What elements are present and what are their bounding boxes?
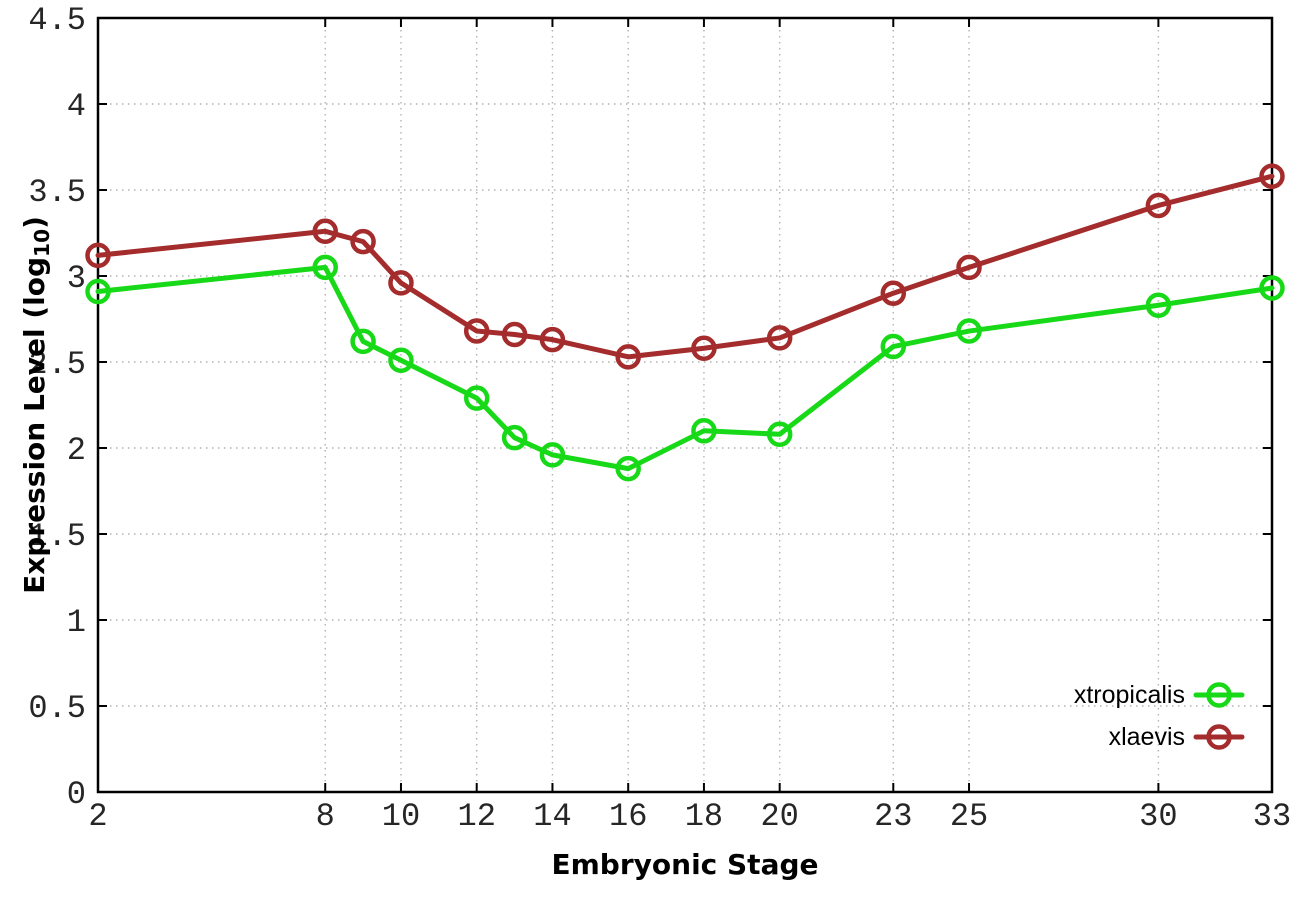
- x-tick-labels: 2 8 10 12 14 16 18 20 23 25 30 33: [88, 798, 1291, 835]
- y-tick-label: 0: [67, 776, 86, 813]
- y-tick-label: 2: [67, 432, 86, 469]
- data-point-xlaevis: [615, 344, 641, 370]
- x-tick-label: 12: [458, 798, 496, 835]
- y-tick-label: 3: [67, 260, 86, 297]
- data-point-xtropicalis: [691, 418, 717, 444]
- data-point-xtropicalis: [880, 333, 907, 360]
- data-point-xlaevis: [350, 228, 376, 255]
- data-point-xtropicalis: [1145, 292, 1172, 318]
- legend-marker-xtropicalis: [1193, 682, 1245, 708]
- data-point-xlaevis: [501, 321, 528, 348]
- series-xlaevis: [85, 163, 1285, 370]
- data-point-xtropicalis: [615, 455, 641, 482]
- legend-label-xtropicalis: xtropicalis: [1073, 680, 1185, 709]
- legend-item-xlaevis: xlaevis: [1074, 716, 1245, 758]
- data-point-xlaevis: [766, 325, 793, 351]
- y-tick-label: 0.5: [28, 690, 86, 727]
- data-point-xlaevis: [1259, 163, 1285, 189]
- data-point-xtropicalis: [956, 318, 982, 344]
- y-axis-title-text: Expression Level (log: [17, 256, 51, 594]
- x-tick-label: 18: [685, 798, 723, 835]
- x-tick-label: 23: [874, 798, 912, 835]
- y-tick-label: 1: [67, 604, 86, 641]
- x-axis-title: Embryonic Stage: [551, 848, 819, 881]
- data-point-xtropicalis: [1259, 275, 1285, 301]
- data-point-xtropicalis: [766, 421, 793, 447]
- data-point-xlaevis: [85, 242, 111, 269]
- data-point-xlaevis: [388, 270, 414, 296]
- plot-border: [96, 16, 1274, 794]
- x-tick-label: 30: [1139, 798, 1177, 835]
- legend-marker-xlaevis: [1193, 724, 1245, 750]
- y-axis-title: Expression Level (log10): [18, 216, 54, 594]
- data-point-xtropicalis: [501, 424, 528, 451]
- data-point-xtropicalis: [312, 254, 338, 281]
- x-tick-label: 2: [88, 798, 107, 835]
- legend-item-xtropicalis: xtropicalis: [1074, 674, 1245, 716]
- data-point-xtropicalis: [463, 385, 490, 411]
- data-point-xtropicalis: [350, 328, 376, 355]
- legend-label-xlaevis: xlaevis: [1108, 722, 1185, 751]
- y-tick-label: 4.5: [28, 2, 86, 39]
- data-point-xtropicalis: [85, 278, 111, 305]
- series-line-xtropicalis: [95, 264, 1275, 472]
- x-tick-label: 10: [382, 798, 420, 835]
- data-point-xtropicalis: [539, 442, 566, 468]
- data-point-xlaevis: [539, 326, 566, 353]
- data-point-xlaevis: [1145, 192, 1172, 219]
- y-tick-label: 3.5: [28, 174, 86, 211]
- data-point-xlaevis: [463, 318, 490, 344]
- y-axis-title-close: ): [17, 216, 51, 229]
- x-tick-label: 33: [1253, 798, 1291, 835]
- y-tick-label: 2.5: [28, 346, 86, 383]
- data-point-xlaevis: [956, 254, 982, 281]
- y-axis-title-subscript: 10: [30, 228, 55, 257]
- y-tick-labels: 0 0.5 1 1.5 2 2.5 3 3.5 4 4.5: [28, 2, 86, 813]
- data-point-xtropicalis: [388, 347, 414, 374]
- data-point-xlaevis: [880, 280, 907, 306]
- data-point-xlaevis: [691, 335, 717, 361]
- data-point-xlaevis: [312, 218, 338, 245]
- series-xtropicalis: [85, 254, 1285, 482]
- grid-lines: [98, 18, 1272, 792]
- legend: xtropicalis xlaevis: [1074, 674, 1245, 758]
- x-tick-label: 16: [609, 798, 647, 835]
- x-tick-label: 14: [533, 798, 571, 835]
- x-tick-label: 25: [950, 798, 988, 835]
- x-tick-label: 20: [760, 798, 798, 835]
- series-line-xlaevis: [95, 173, 1275, 360]
- y-tick-label: 1.5: [28, 518, 86, 555]
- tick-marks: [97, 17, 1273, 793]
- y-tick-label: 4: [67, 88, 86, 125]
- x-tick-label: 8: [316, 798, 335, 835]
